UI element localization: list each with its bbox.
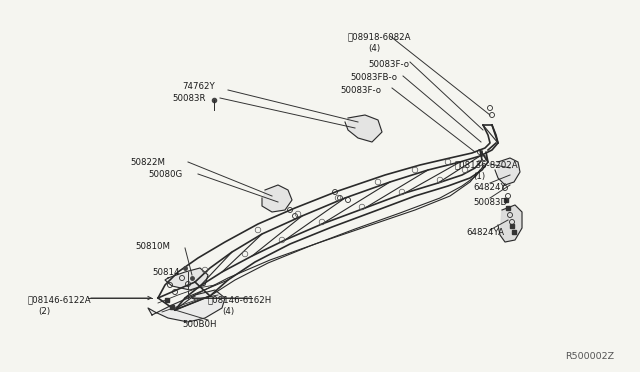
Text: 50080G: 50080G — [148, 170, 182, 179]
Text: Ⓑ08146-6122A: Ⓑ08146-6122A — [28, 295, 92, 304]
Text: 50083FB-o: 50083FB-o — [350, 73, 397, 82]
Polygon shape — [262, 185, 292, 212]
Polygon shape — [498, 158, 520, 185]
Text: R500002Z: R500002Z — [565, 352, 614, 361]
Polygon shape — [348, 115, 382, 142]
Polygon shape — [165, 268, 208, 290]
Text: 50822M: 50822M — [130, 158, 165, 167]
Text: 500B0H: 500B0H — [182, 320, 216, 329]
Text: 50083R: 50083R — [172, 94, 205, 103]
Text: Ⓑ08136-8202A: Ⓑ08136-8202A — [455, 160, 518, 169]
Text: Ⓑ08146-6162H: Ⓑ08146-6162H — [208, 295, 272, 304]
Text: (1): (1) — [473, 172, 485, 181]
Text: 74762Y: 74762Y — [182, 82, 215, 91]
Text: 50083F-o: 50083F-o — [368, 60, 409, 69]
Text: (4): (4) — [222, 307, 234, 316]
Text: 50083D: 50083D — [473, 198, 507, 207]
Text: ⓝ08918-6082A: ⓝ08918-6082A — [348, 32, 412, 41]
Text: 50083F-o: 50083F-o — [340, 86, 381, 95]
Text: (2): (2) — [38, 307, 50, 316]
Text: 50814: 50814 — [152, 268, 179, 277]
Polygon shape — [500, 205, 522, 242]
Text: (4): (4) — [368, 44, 380, 53]
Polygon shape — [148, 290, 225, 322]
Text: 50810M: 50810M — [135, 242, 170, 251]
Text: 64824Y: 64824Y — [473, 183, 506, 192]
Text: 64824YA: 64824YA — [466, 228, 504, 237]
